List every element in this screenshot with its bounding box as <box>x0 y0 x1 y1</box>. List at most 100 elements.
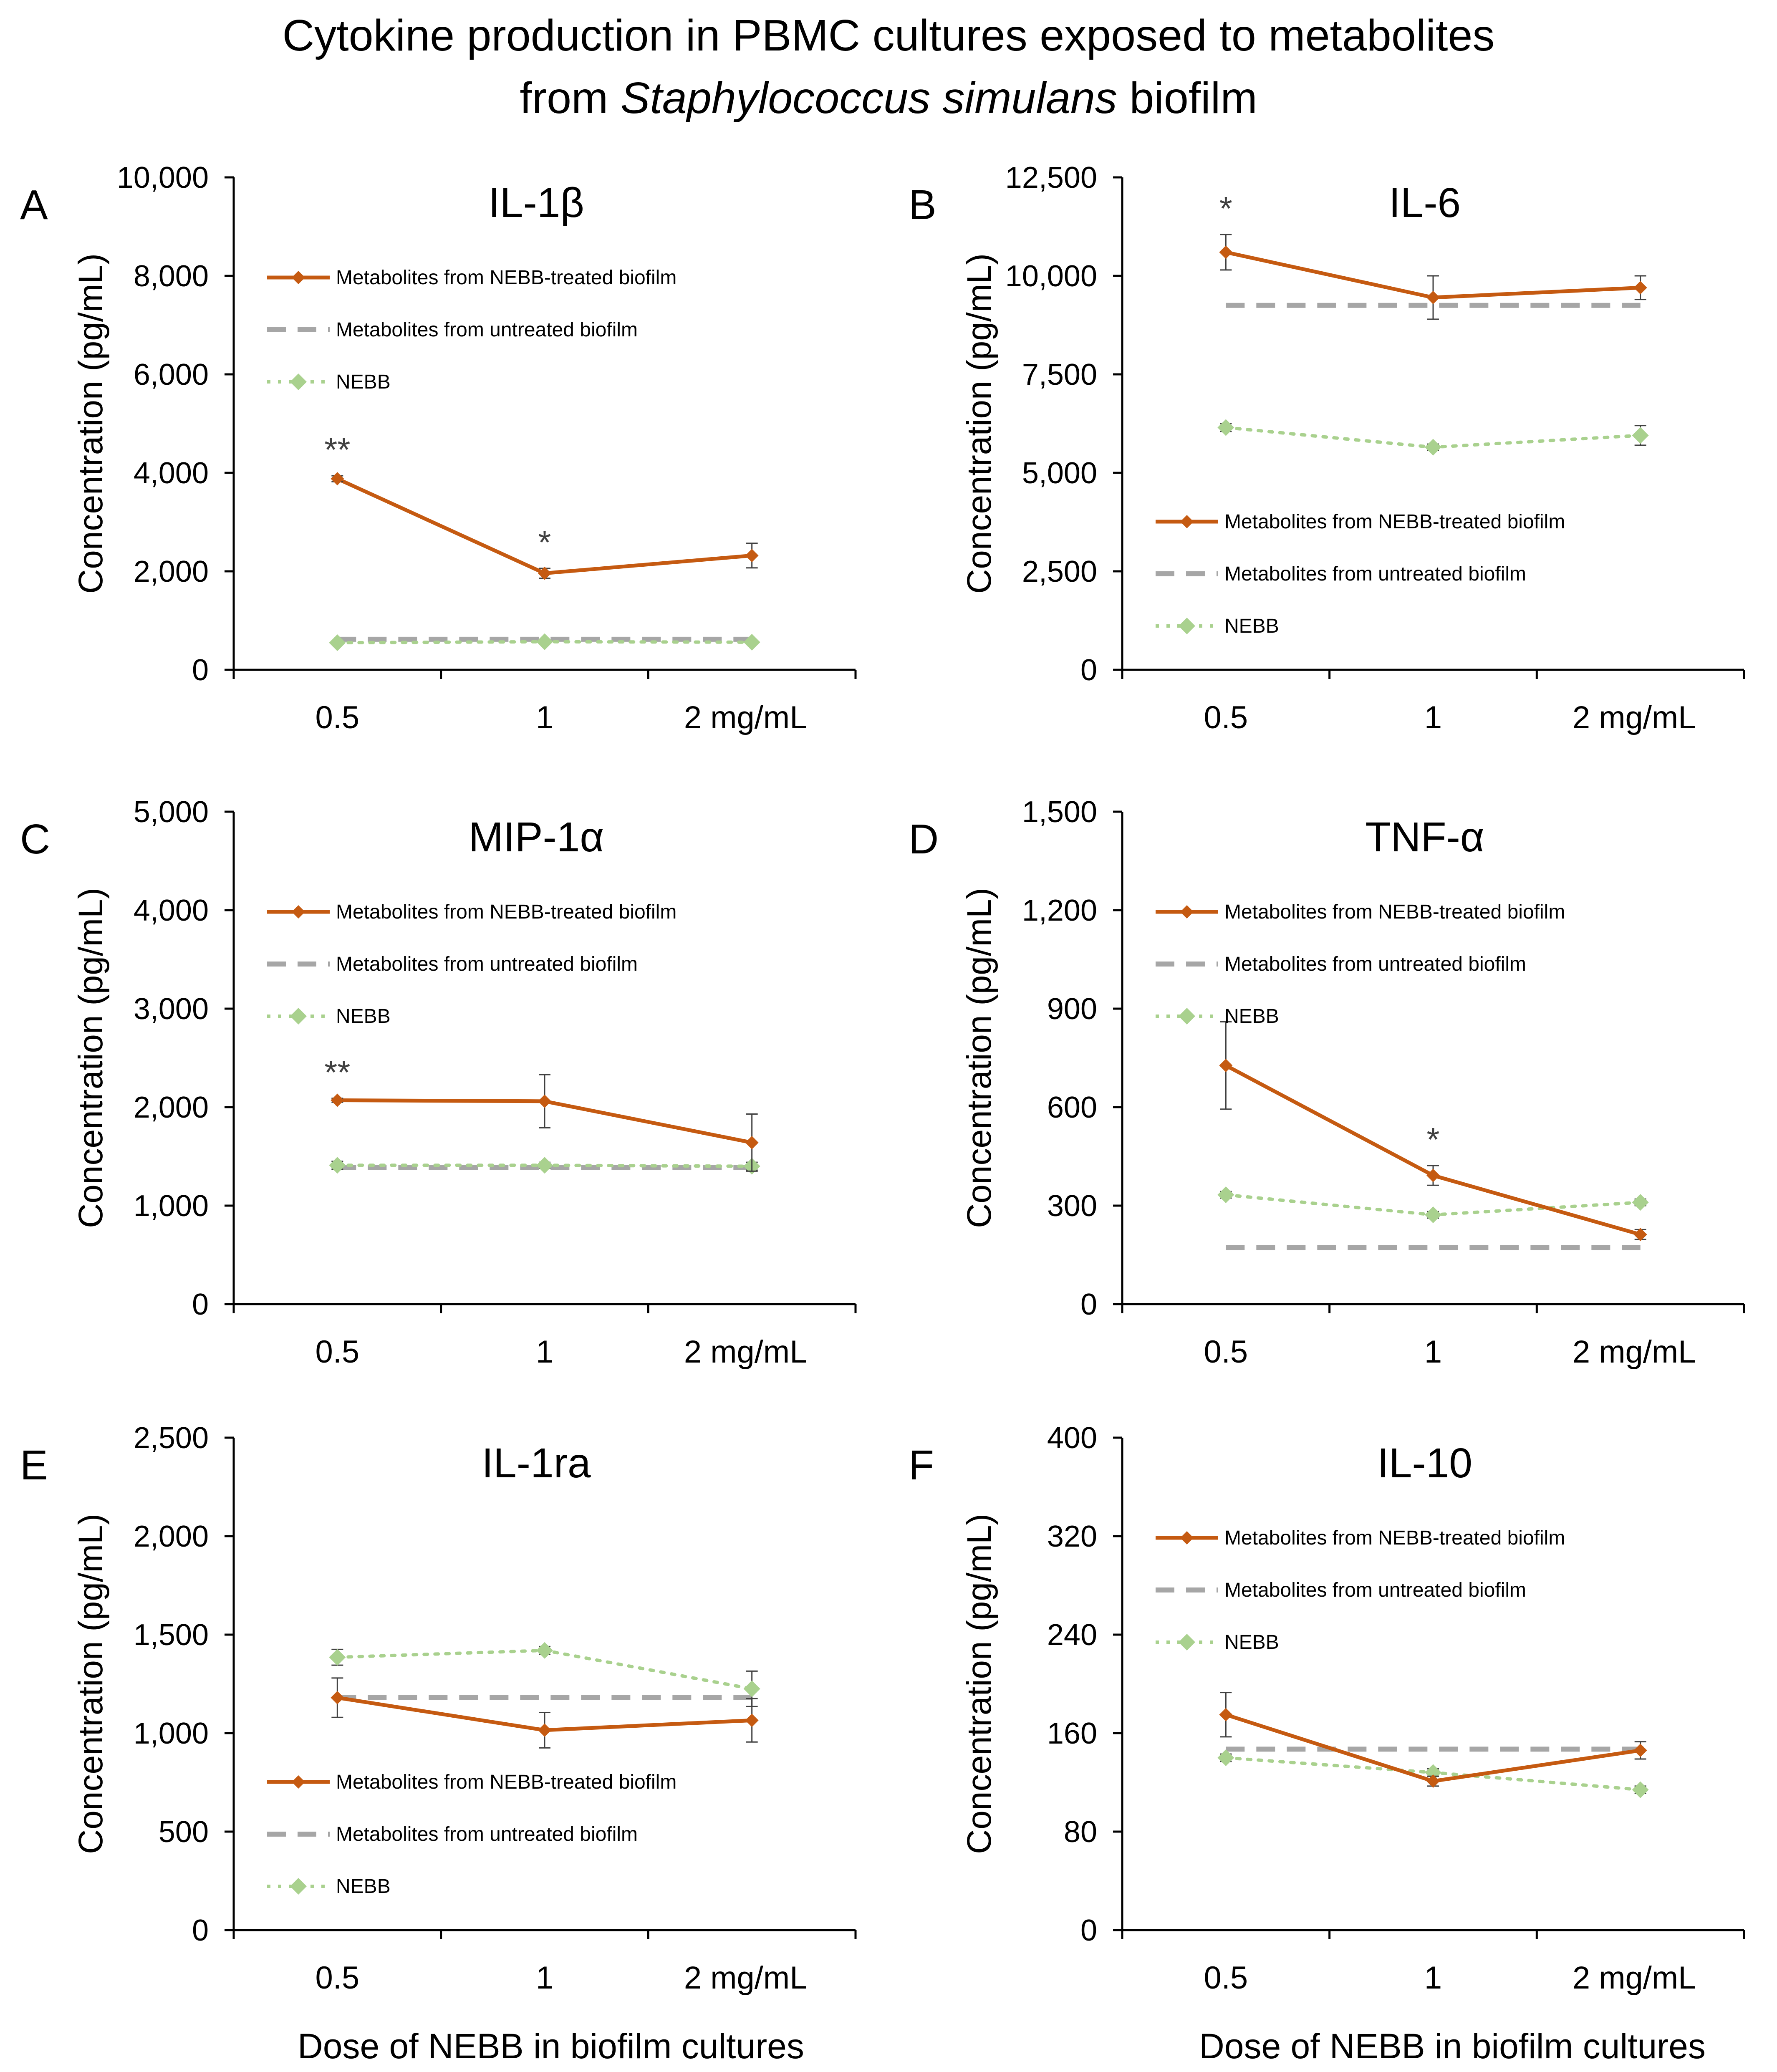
y-tick-label: 2,500 <box>134 1421 209 1455</box>
data-point <box>1632 427 1649 444</box>
y-tick-label: 12,500 <box>1005 161 1097 194</box>
y-tick-label: 240 <box>1047 1618 1097 1652</box>
series-treated <box>331 1074 759 1172</box>
y-tick-label: 5,000 <box>134 795 209 829</box>
x-tick-label: 0.5 <box>1204 700 1248 735</box>
data-point <box>536 633 553 650</box>
x-axis-title-right: Dose of NEBB in biofilm cultures <box>1199 2027 1706 2066</box>
data-point <box>1632 1781 1649 1798</box>
legend-label: Metabolites from untreated biofilm <box>1224 953 1526 975</box>
y-tick-label: 2,000 <box>134 1520 209 1553</box>
legend-label: NEBB <box>1224 1005 1279 1027</box>
data-point <box>1219 245 1233 259</box>
data-point <box>331 1093 344 1107</box>
chart-title: IL-1β <box>488 179 584 226</box>
data-point <box>538 566 551 580</box>
y-axis-label: Concentration (pg/mL) <box>72 253 110 594</box>
legend-marker <box>1180 1531 1194 1545</box>
legend-label: Metabolites from NEBB-treated biofilm <box>1224 901 1565 923</box>
y-tick-label: 3,000 <box>134 992 209 1026</box>
panel-label: F <box>909 1442 934 1489</box>
legend-label: Metabolites from untreated biofilm <box>336 1823 638 1845</box>
data-point <box>536 1157 553 1174</box>
data-point <box>745 549 759 563</box>
x-tick-label: 0.5 <box>316 1960 360 1996</box>
data-point <box>331 1691 344 1705</box>
y-tick-label: 2,500 <box>1022 555 1097 588</box>
y-axis-label: Concentration (pg/mL) <box>72 1514 110 1854</box>
legend-label: Metabolites from untreated biofilm <box>1224 1579 1526 1601</box>
legend-label: Metabolites from untreated biofilm <box>1224 563 1526 585</box>
x-tick-label: 1 <box>536 1960 553 1996</box>
series-nebb <box>1217 1749 1649 1798</box>
legend-label: Metabolites from NEBB-treated biofilm <box>336 267 676 289</box>
data-point <box>329 634 346 651</box>
significance-marker: ** <box>324 1054 350 1091</box>
data-point <box>1426 1168 1440 1182</box>
y-tick-label: 7,500 <box>1022 358 1097 391</box>
data-point <box>1633 1744 1647 1757</box>
legend-label: Metabolites from NEBB-treated biofilm <box>336 1771 676 1793</box>
legend-marker <box>1180 515 1194 528</box>
x-tick-label: 1 <box>1424 1334 1442 1370</box>
legend-marker <box>1179 618 1195 634</box>
data-point <box>1219 1708 1233 1721</box>
panel-f: F IL-10 0 80 160 240 320 400 0.5 1 2 mg/mL Concentr… <box>888 1415 1777 2041</box>
panel-label: A <box>20 182 48 228</box>
legend-label: Metabolites from untreated biofilm <box>336 953 638 975</box>
y-tick-label: 1,000 <box>134 1717 209 1750</box>
y-tick-label: 0 <box>1080 1914 1097 1947</box>
legend-label: Metabolites from NEBB-treated biofilm <box>1224 1527 1565 1549</box>
legend-marker <box>292 1775 305 1789</box>
y-axis-label: Concentration (pg/mL) <box>960 888 998 1228</box>
data-point <box>329 1649 346 1666</box>
y-tick-label: 320 <box>1047 1520 1097 1553</box>
y-tick-label: 1,000 <box>134 1189 209 1223</box>
series-nebb <box>329 1642 760 1707</box>
y-tick-label: 10,000 <box>1005 260 1097 293</box>
y-axis-label: Concentration (pg/mL) <box>72 888 110 1228</box>
y-axis-label: Concentration (pg/mL) <box>960 253 998 594</box>
data-point <box>1632 1194 1649 1211</box>
data-point <box>745 1714 759 1727</box>
legend-label: NEBB <box>336 1875 391 1898</box>
data-point <box>743 633 760 651</box>
series-nebb <box>329 1157 760 1175</box>
x-tick-label: 2 mg/mL <box>1573 700 1696 735</box>
figure-title-line1: Cytokine production in PBMC cultures exp… <box>282 11 1495 60</box>
x-tick-label: 1 <box>536 700 553 735</box>
data-point <box>538 1094 551 1108</box>
y-tick-label: 10,000 <box>117 161 209 194</box>
data-point <box>1426 1774 1440 1788</box>
panel-e: E IL-1ra 0 500 1,000 1,500 2,000 2,500 0.5 1 2 mg/… <box>0 1415 888 2041</box>
y-tick-label: 0 <box>192 654 209 687</box>
x-tick-label: 1 <box>1424 700 1442 735</box>
legend-marker <box>292 271 305 284</box>
y-tick-label: 300 <box>1047 1189 1097 1223</box>
x-tick-label: 1 <box>1424 1960 1442 1996</box>
y-axis-label: Concentration (pg/mL) <box>960 1514 998 1854</box>
chart-svg: D TNF-α 0 300 600 900 1,200 1,500 0.5 1 2 mg/mL Con… <box>909 795 1745 1370</box>
data-point <box>1217 419 1234 436</box>
x-tick-label: 0.5 <box>1204 1960 1248 1996</box>
data-point <box>1426 290 1440 304</box>
data-point <box>1633 1228 1647 1242</box>
data-point <box>538 1723 551 1737</box>
data-point <box>331 472 344 486</box>
x-tick-label: 2 mg/mL <box>1573 1960 1696 1996</box>
figure-title-line2: from Staphylococcus simulans biofilm <box>520 73 1257 123</box>
panel-label: E <box>20 1442 48 1489</box>
legend-label: NEBB <box>1224 1631 1279 1653</box>
legend-label: Metabolites from NEBB-treated biofilm <box>336 901 676 923</box>
series-treated <box>331 472 759 580</box>
legend-label: Metabolites from untreated biofilm <box>336 319 638 341</box>
series-nebb <box>1217 419 1649 456</box>
legend-marker <box>1180 905 1194 919</box>
y-tick-label: 5,000 <box>1022 457 1097 490</box>
y-tick-label: 0 <box>1080 654 1097 687</box>
x-tick-label: 2 mg/mL <box>684 1334 808 1370</box>
chart-svg: C MIP-1α 0 1,000 2,000 3,000 4,000 5,000 0.5 1 2 m… <box>20 795 857 1370</box>
y-tick-label: 600 <box>1047 1091 1097 1124</box>
chart-title: TNF-α <box>1365 814 1484 861</box>
legend-marker <box>290 1878 307 1895</box>
